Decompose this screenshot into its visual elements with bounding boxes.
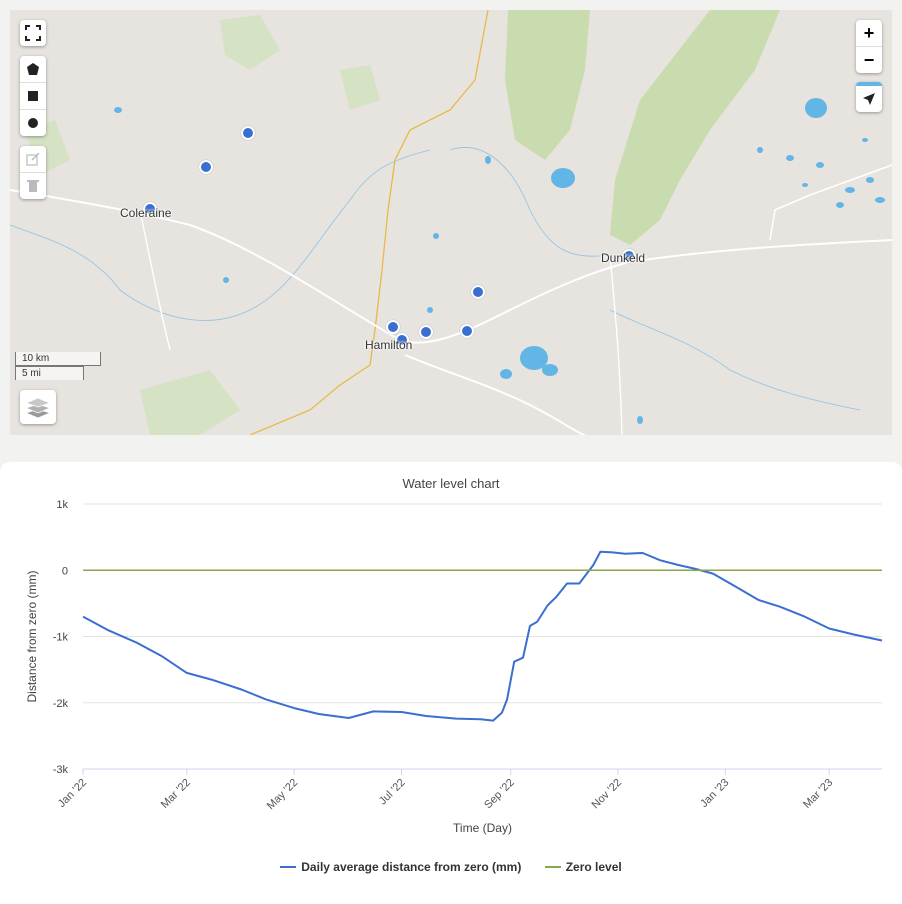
zoom-out-button[interactable]: − — [863, 49, 875, 70]
x-tick-label: Sep '22 — [482, 777, 517, 812]
x-tick-label: Jul '22 — [377, 777, 408, 808]
legend-swatch — [280, 866, 297, 868]
x-tick-label: Jan '22 — [56, 777, 89, 810]
y-tick-label: 1k — [56, 499, 68, 511]
x-axis-title: Time (Day) — [453, 821, 512, 835]
scale-imperial: 5 mi — [15, 366, 84, 380]
edit-toolbar — [20, 146, 46, 199]
trash-icon — [27, 180, 39, 192]
location-arrow-icon — [863, 93, 875, 105]
monitoring-site-marker[interactable] — [471, 285, 485, 299]
monitoring-site-marker[interactable] — [395, 333, 409, 347]
y-tick-label: -1k — [53, 632, 69, 644]
monitoring-site-marker[interactable] — [386, 320, 400, 334]
monitoring-site-marker[interactable] — [241, 126, 255, 140]
chart-panel: Water level chart 1k 0 -1k -2k -3k Jan '22 Mar… — [0, 462, 902, 904]
edit-layers-button[interactable] — [20, 146, 46, 173]
map-base-layer — [10, 10, 892, 435]
legend-label: Zero level — [565, 860, 622, 874]
x-tick-label: May '22 — [265, 777, 300, 812]
map-view[interactable]: Coleraine Hamilton Dunkeld 10 km 5 mi — [10, 10, 892, 435]
monitoring-site-marker[interactable] — [460, 324, 474, 338]
legend-item-zero-level[interactable]: Zero level — [544, 860, 622, 874]
x-tick-label: Mar '23 — [801, 777, 835, 811]
series-line-daily-average — [82, 550, 883, 722]
draw-circle-button[interactable] — [20, 110, 46, 136]
draw-polygon-button[interactable] — [20, 56, 46, 83]
x-tick-label: Mar '22 — [159, 777, 193, 811]
town-label-hamilton: Hamilton — [365, 338, 413, 352]
layers-icon — [25, 397, 51, 419]
scale-metric: 10 km — [15, 352, 101, 366]
polygon-icon — [27, 63, 39, 75]
legend-item-daily-average[interactable]: Daily average distance from zero (mm) — [280, 860, 521, 874]
y-tick-label: 0 — [62, 565, 68, 577]
y-tick-label: -2k — [53, 698, 69, 710]
fullscreen-icon — [25, 25, 41, 41]
layers-button[interactable] — [20, 390, 56, 424]
x-tick-label: Nov '22 — [590, 777, 625, 812]
delete-layers-button[interactable] — [20, 173, 46, 199]
town-label-coleraine: Coleraine — [120, 206, 172, 220]
monitoring-site-marker[interactable] — [199, 160, 213, 174]
zoom-in-button[interactable]: + — [856, 20, 882, 47]
monitoring-site-marker[interactable] — [622, 249, 636, 263]
map-panel: Coleraine Hamilton Dunkeld 10 km 5 mi — [0, 0, 902, 444]
legend-label: Daily average distance from zero (mm) — [301, 860, 522, 874]
locate-button[interactable] — [856, 82, 882, 112]
square-icon — [28, 91, 38, 101]
draw-rectangle-button[interactable] — [20, 83, 46, 110]
y-tick-label: -3k — [53, 764, 69, 776]
y-axis-title: Distance from zero (mm) — [25, 570, 39, 702]
edit-icon — [26, 152, 40, 166]
draw-toolbar — [20, 56, 46, 136]
circle-icon — [28, 118, 38, 128]
monitoring-site-marker[interactable] — [419, 325, 433, 339]
map-scale: 10 km 5 mi — [15, 352, 101, 380]
chart-legend: Daily average distance from zero (mm) Ze… — [0, 857, 902, 874]
fullscreen-button[interactable] — [20, 20, 46, 46]
town-label-dunkeld: Dunkeld — [601, 251, 646, 265]
legend-swatch — [544, 866, 561, 868]
x-tick-label: Jan '23 — [698, 777, 731, 810]
zoom-controls: + − — [856, 20, 882, 73]
monitoring-site-marker[interactable] — [143, 202, 157, 216]
chart-title: Water level chart — [402, 476, 500, 491]
